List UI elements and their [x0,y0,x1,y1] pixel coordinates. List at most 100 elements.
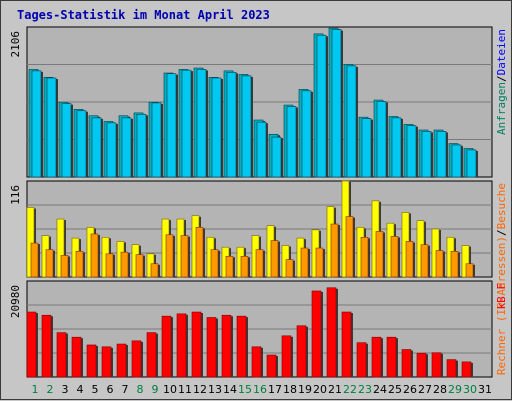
bar-dateien-23 [361,118,372,178]
bar-kb-f-undefined [446,359,457,378]
bar-dateien-17 [271,136,282,178]
bar-dateien-22 [346,65,357,178]
bar-rechner-undefined [225,256,234,278]
bar-kb-f-undefined [221,314,232,378]
bar-kb-f-undefined [371,336,382,378]
x-tick-label: 21 [328,383,342,396]
chart-title: Tages-Statistik im Monat April 2023 [17,8,270,22]
x-tick-label: 24 [373,383,387,396]
bar-kb-f-undefined [431,352,442,378]
bar-rechner-undefined [180,235,189,278]
bar-dateien-24 [376,101,387,178]
bar-dateien-4 [76,110,87,178]
right-legend-middle: Rechner (IP-Adressen)/Besuche [495,183,508,375]
x-tick-label: 16 [253,383,267,396]
bar-dateien-2 [46,77,57,178]
bar-dateien-11 [181,69,192,178]
x-tick-label: 12 [193,383,207,396]
x-tick-label: 29 [448,383,462,396]
bar-dateien-29 [451,144,462,178]
bar-rechner-undefined [270,240,279,278]
x-tick-label: 31 [478,383,492,396]
bar-kb-f-undefined [326,287,337,378]
bar-rechner-undefined [435,250,444,278]
bar-rechner-undefined [360,236,369,278]
x-tick-label: 22 [343,383,357,396]
y-max-label-bottom: 20980 [9,285,22,318]
x-tick-label: 17 [268,383,282,396]
bar-kb-f-undefined [401,349,412,378]
right-legend-bottom: kB F [495,283,508,310]
bar-kb-f-undefined [56,332,67,378]
x-tick-label: 13 [208,383,222,396]
bar-rechner-undefined [285,259,294,278]
bar-kb-f-undefined [416,352,427,378]
bar-kb-f-undefined [341,311,352,378]
x-tick-label: 20 [313,383,327,396]
bar-rechner-undefined [390,236,399,278]
bar-dateien-28 [436,131,447,178]
bar-rechner-undefined [450,251,459,278]
bar-dateien-7 [121,117,132,178]
x-tick-label: 15 [238,383,252,396]
legend-part: Dateien [495,29,508,75]
x-tick-label: 4 [77,383,84,396]
bar-besuche-undefined [56,218,65,278]
bar-besuche-undefined [461,245,470,278]
bar-dateien-10 [166,73,177,178]
bar-dateien-8 [136,114,147,178]
bar-kb-f-undefined [266,354,277,378]
bar-dateien-21 [331,29,342,178]
x-tick-label: 8 [137,383,144,396]
bar-kb-f-undefined [251,346,262,378]
bar-rechner-undefined [210,249,219,278]
bar-dateien-16 [256,121,267,178]
bar-dateien-5 [91,117,102,178]
bar-kb-f-undefined [236,315,247,378]
bar-kb-f-undefined [41,314,52,378]
bar-kb-f-undefined [311,290,322,378]
x-tick-label: 7 [122,383,129,396]
x-tick-label: 2 [47,383,54,396]
bar-besuche-undefined [26,207,35,278]
bar-kb-f-undefined [461,361,472,378]
bar-kb-f-undefined [296,325,307,378]
x-tick-label: 1 [32,383,39,396]
bar-kb-f-undefined [86,344,97,378]
x-tick-label: 19 [298,383,312,396]
bar-dateien-27 [421,131,432,178]
x-tick-label: 27 [418,383,432,396]
bar-dateien-9 [151,102,162,178]
bar-rechner-undefined [165,234,174,278]
bar-dateien-25 [391,117,402,178]
bar-dateien-13 [211,77,222,178]
x-tick-label: 10 [163,383,177,396]
bar-rechner-undefined [300,247,309,278]
bar-dateien-1 [31,70,42,178]
bar-rechner-undefined [330,223,339,278]
bar-kb-f-undefined [386,336,397,378]
legend-part: / [495,229,508,236]
bar-dateien-20 [316,34,327,178]
x-tick-label: 5 [92,383,99,396]
x-tick-label: 23 [358,383,372,396]
x-tick-label: 18 [283,383,297,396]
bar-kb-f-undefined [146,332,157,378]
bar-rechner-undefined [255,249,264,278]
bar-dateien-19 [301,90,312,178]
bar-rechner-undefined [90,233,99,278]
right-legend-top: Anfragen/Dateien [495,29,508,135]
bar-dateien-12 [196,69,207,178]
bar-kb-f-undefined [26,311,37,378]
x-tick-label: 26 [403,383,417,396]
bar-dateien-6 [106,122,117,178]
bar-rechner-undefined [405,241,414,278]
bar-kb-f-undefined [161,315,172,378]
bar-kb-f-undefined [101,346,112,378]
bar-rechner-undefined [75,251,84,278]
legend-part: Rechner (IP-Adressen) [495,236,508,375]
legend-part: Besuche [495,183,508,229]
bar-rechner-undefined [315,247,324,278]
